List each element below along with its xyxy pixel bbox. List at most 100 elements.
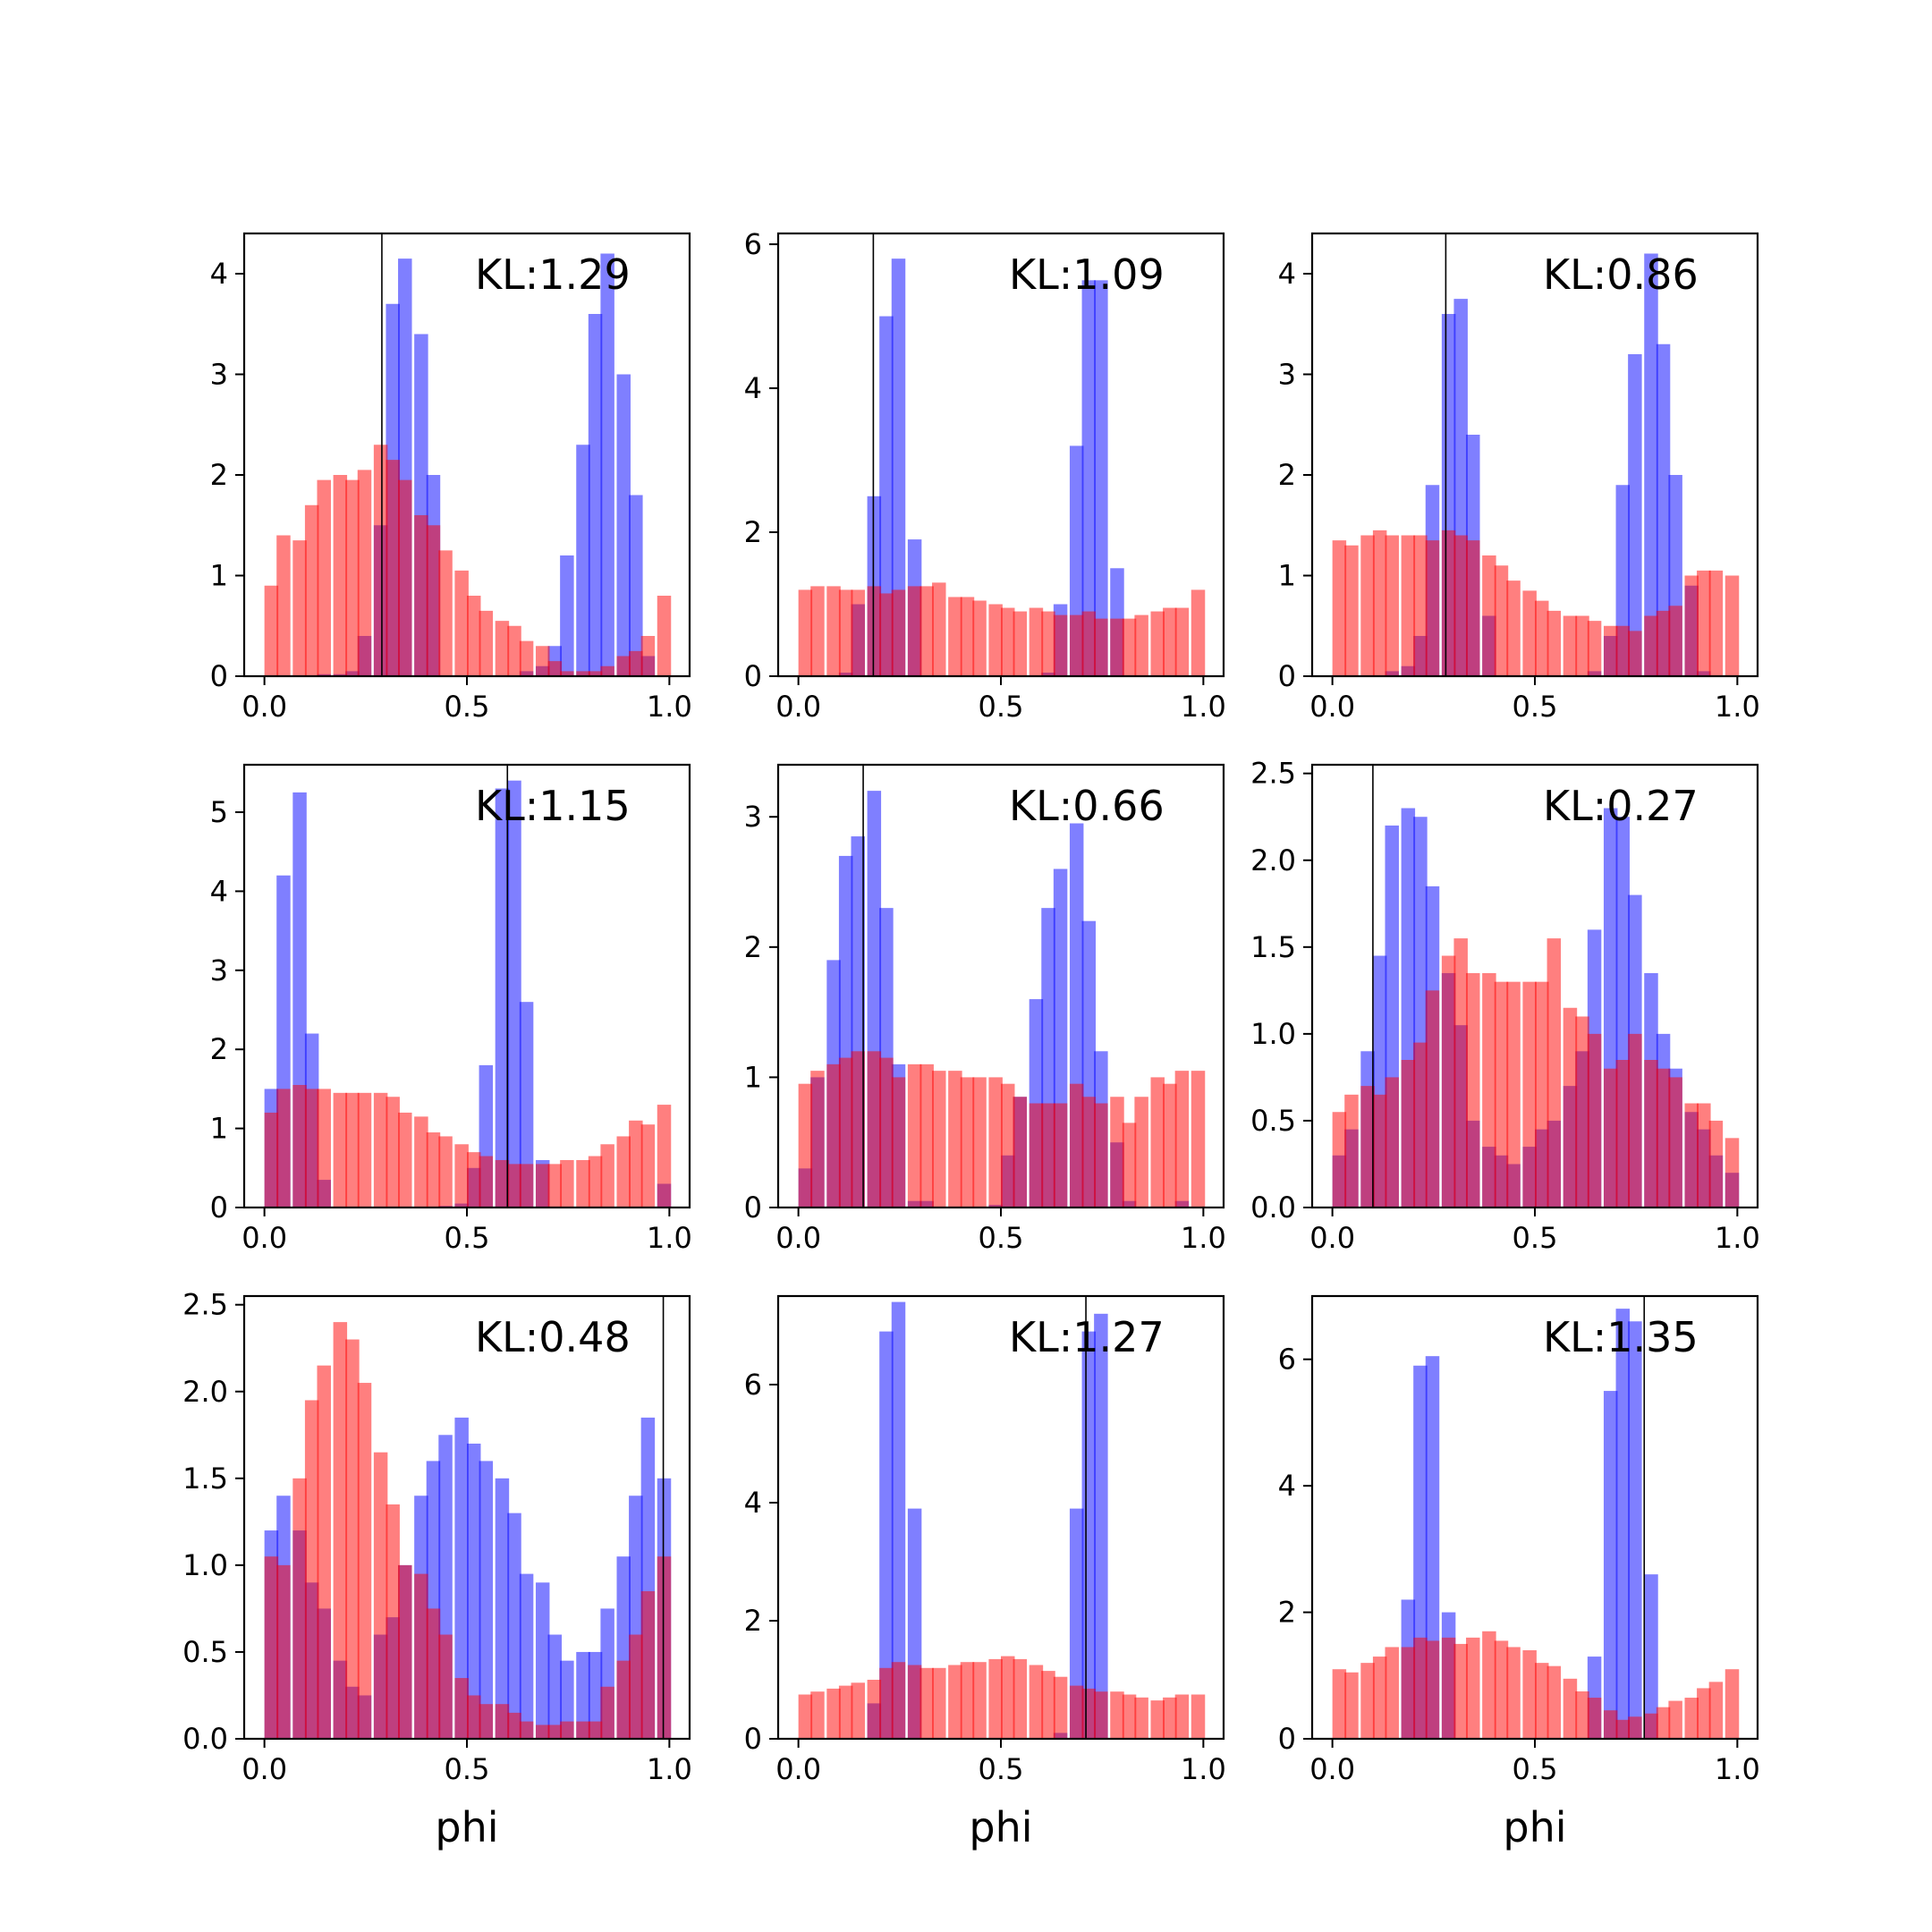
subplot-5: 0.0 0.5 1.0 0 1 2 3 KL:0.66 xyxy=(744,763,1226,1255)
histogram-bar-data xyxy=(1506,580,1521,677)
kl-annotation: KL:1.09 xyxy=(1009,250,1165,299)
histogram-bar-data xyxy=(907,586,922,676)
histogram-bar-data xyxy=(547,1724,563,1739)
histogram-bar-data xyxy=(1522,590,1537,677)
histogram-bar-data xyxy=(616,1136,631,1208)
histogram-bars xyxy=(264,1322,672,1739)
histogram-bar-model xyxy=(576,445,590,676)
y-tick-label: 5 xyxy=(210,795,228,829)
histogram-bar-data xyxy=(373,1452,388,1739)
y-tick-label: 0.5 xyxy=(182,1635,228,1669)
histogram-bar-model xyxy=(479,1461,494,1739)
y-tick-label: 3 xyxy=(1278,358,1296,392)
histogram-bar-data xyxy=(907,1665,922,1739)
histogram-bar-data xyxy=(1644,1713,1658,1739)
histogram-bar-data xyxy=(629,1120,643,1208)
histogram-bar-data xyxy=(1425,1640,1440,1739)
histogram-bar-data xyxy=(479,610,494,677)
histogram-bar-data xyxy=(1668,606,1682,676)
histogram-bar-data xyxy=(1163,1083,1177,1208)
histogram-bar-data xyxy=(1563,1678,1578,1739)
histogram-bar-data xyxy=(1708,1682,1724,1739)
histogram-bar-data xyxy=(616,656,631,676)
histogram-bar-data xyxy=(867,1680,882,1739)
histogram-bars xyxy=(1332,253,1740,677)
y-tick-label: 0 xyxy=(744,659,762,693)
histogram-bar-data xyxy=(826,586,841,676)
histogram-bar-data xyxy=(373,1092,388,1208)
histogram-bar-data xyxy=(1122,1123,1137,1208)
histogram-bar-data xyxy=(657,596,672,676)
y-tick-label: 2 xyxy=(744,515,762,549)
y-tick-label: 4 xyxy=(1278,1469,1296,1503)
histogram-bar-data xyxy=(1344,1672,1359,1739)
kl-annotation: KL:0.48 xyxy=(475,1313,631,1361)
histogram-bars xyxy=(264,780,672,1208)
histogram-bar-model xyxy=(616,374,631,676)
histogram-bar-data xyxy=(1372,1094,1387,1208)
histogram-bar-data xyxy=(1628,1033,1642,1208)
histogram-bar-data xyxy=(1413,1637,1428,1739)
histogram-bar-data xyxy=(600,1144,614,1208)
histogram-bar-data xyxy=(1466,540,1480,677)
histogram-bar-model xyxy=(1656,343,1671,676)
histogram-bar-data xyxy=(1001,1656,1015,1739)
histogram-bar-data xyxy=(264,585,279,676)
histogram-bar-data xyxy=(851,589,865,676)
histogram-bar-data xyxy=(1697,570,1711,677)
histogram-bar-data xyxy=(1546,1665,1562,1739)
histogram-bar-data xyxy=(1053,1103,1068,1208)
x-tick-label: 1.0 xyxy=(647,1752,692,1786)
x-tick-label: 0.5 xyxy=(445,1752,490,1786)
y-tick-label: 3 xyxy=(744,800,762,834)
histogram-bar-data xyxy=(507,1164,521,1208)
y-tick-label: 1 xyxy=(210,559,228,593)
histogram-bar-data xyxy=(1069,614,1084,676)
histogram-bar-data xyxy=(276,535,291,676)
histogram-bar-data xyxy=(426,1132,441,1208)
histogram-bar-data xyxy=(629,1634,643,1739)
histogram-bar-data xyxy=(264,1112,279,1208)
histogram-bar-data xyxy=(1615,1719,1631,1739)
histogram-bar-data xyxy=(1174,1071,1190,1208)
histogram-bar-data xyxy=(1494,981,1509,1208)
histogram-bar-data xyxy=(1150,1700,1165,1739)
histogram-bar-data xyxy=(1372,1657,1387,1739)
y-tick-label: 0 xyxy=(210,1191,228,1224)
histogram-bar-model xyxy=(1094,280,1108,676)
histogram-bar-data xyxy=(879,593,894,676)
histogram-bar-data xyxy=(357,470,372,677)
histogram-bar-data xyxy=(948,1071,962,1208)
y-tick-label: 1 xyxy=(744,1060,762,1094)
y-tick-label: 2.0 xyxy=(1250,843,1296,877)
x-tick-label: 0.0 xyxy=(1309,690,1355,724)
x-tick-label: 0.0 xyxy=(775,690,821,724)
histogram-bar-data xyxy=(1684,1103,1699,1208)
histogram-bars xyxy=(798,1301,1206,1739)
histogram-bar-data xyxy=(398,479,412,677)
x-axis-label: phi xyxy=(969,1803,1032,1852)
histogram-bar-data xyxy=(1628,1716,1642,1739)
histogram-bar-data xyxy=(1001,607,1015,676)
histogram-bar-model xyxy=(467,1444,481,1739)
histogram-bar-data xyxy=(1575,1016,1589,1208)
histogram-bar-data xyxy=(1628,631,1642,677)
y-tick-label: 0 xyxy=(744,1191,762,1224)
histogram-bar-data xyxy=(891,1662,906,1739)
histogram-bar-data xyxy=(495,1704,510,1739)
histogram-bar-data xyxy=(1575,1690,1589,1739)
histogram-bar-data xyxy=(1522,1650,1537,1739)
histogram-bar-data xyxy=(826,1063,841,1208)
y-tick-label: 0.5 xyxy=(1250,1104,1296,1138)
y-tick-label: 0.0 xyxy=(1250,1191,1296,1224)
histogram-bar-data xyxy=(1122,618,1137,676)
histogram-bar-data xyxy=(1615,1060,1631,1208)
x-tick-label: 0.5 xyxy=(979,1752,1024,1786)
histogram-bar-data xyxy=(454,570,469,677)
histogram-bar-data xyxy=(357,1092,372,1208)
histogram-bar-data xyxy=(535,646,550,676)
histogram-bar-data xyxy=(838,589,853,676)
histogram-bar-data xyxy=(838,1685,853,1739)
histogram-bar-data xyxy=(1122,1694,1137,1739)
